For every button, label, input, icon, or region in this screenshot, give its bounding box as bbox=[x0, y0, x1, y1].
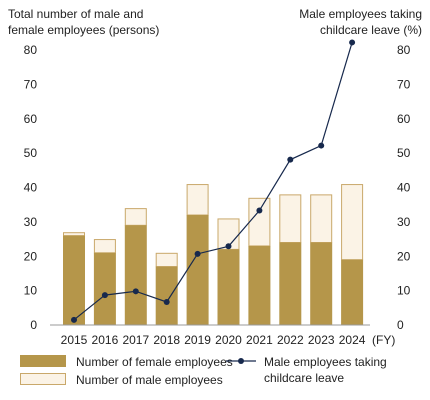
childcare-leave-line bbox=[71, 39, 356, 323]
right-axis-ticks: 0 10 20 30 40 50 60 70 80 bbox=[397, 43, 411, 332]
line-point-2020 bbox=[225, 243, 232, 250]
line-point-2018 bbox=[163, 298, 170, 305]
legend-item-childcare-line: Male employees taking childcare leave bbox=[226, 355, 387, 385]
legend-label-line-1: Male employees taking bbox=[264, 355, 387, 369]
line-point-2024 bbox=[349, 39, 356, 46]
legend-label-male: Number of male employees bbox=[76, 373, 223, 387]
bar-male-2019 bbox=[186, 184, 209, 216]
line-point-2016 bbox=[101, 292, 108, 299]
legend-label-line-2: childcare leave bbox=[264, 371, 344, 385]
right-axis-title: Male employees taking childcare leave (%… bbox=[299, 7, 422, 37]
legend-label-female: Number of female employees bbox=[76, 355, 233, 369]
x-tick-label-2016: 2016 bbox=[92, 333, 119, 347]
x-axis-unit: (FY) bbox=[372, 333, 395, 347]
legend-item-female: Number of female employees bbox=[20, 355, 233, 369]
bar-female-2016 bbox=[93, 252, 116, 325]
left-tick-label: 10 bbox=[24, 284, 38, 298]
bars bbox=[63, 184, 364, 325]
x-tick-label-2018: 2018 bbox=[153, 333, 180, 347]
bar-male-2015 bbox=[63, 232, 85, 237]
x-tick-label-2019: 2019 bbox=[184, 333, 211, 347]
bar-male-2022 bbox=[279, 194, 302, 243]
line-point-2019 bbox=[194, 250, 201, 257]
left-axis-title-line-2: female employees (persons) bbox=[8, 23, 159, 37]
right-tick-label: 40 bbox=[397, 181, 411, 195]
left-tick-label: 60 bbox=[24, 112, 38, 126]
bar-male-2023 bbox=[310, 194, 333, 243]
right-tick-label: 10 bbox=[397, 284, 411, 298]
line-point-2022 bbox=[287, 156, 294, 163]
x-axis-ticks: 2015 2016 2017 2018 2019 2020 2021 2022 2023 2024 bbox=[61, 333, 366, 347]
line-point-2015 bbox=[71, 316, 77, 323]
x-tick-label-2020: 2020 bbox=[215, 333, 242, 347]
left-axis-title: Total number of male and female employee… bbox=[8, 7, 159, 37]
x-tick-label-2024: 2024 bbox=[339, 333, 366, 347]
line-point-2021 bbox=[256, 207, 263, 214]
left-tick-label: 80 bbox=[24, 43, 38, 57]
x-tick-label-2023: 2023 bbox=[308, 333, 335, 347]
bar-male-2021 bbox=[248, 197, 271, 247]
legend: Number of female employees Number of mal… bbox=[20, 355, 387, 387]
line-point-2017 bbox=[132, 288, 139, 295]
left-tick-label: 40 bbox=[24, 181, 38, 195]
right-tick-label: 60 bbox=[397, 112, 411, 126]
right-axis-title-line-1: Male employees taking bbox=[299, 7, 422, 21]
x-tick-label-2015: 2015 bbox=[61, 333, 88, 347]
bar-female-2021 bbox=[248, 245, 271, 325]
left-tick-label: 20 bbox=[24, 249, 38, 263]
bar-male-2017 bbox=[124, 208, 147, 226]
x-tick-label-2022: 2022 bbox=[277, 333, 304, 347]
bar-female-2018 bbox=[155, 266, 178, 325]
bar-male-2024 bbox=[341, 184, 364, 261]
right-tick-label: 70 bbox=[397, 77, 411, 91]
bar-male-2018 bbox=[155, 252, 178, 268]
bar-female-2017 bbox=[124, 225, 147, 325]
bar-female-2020 bbox=[217, 249, 240, 325]
legend-swatch-female bbox=[20, 355, 66, 367]
bar-female-2019 bbox=[186, 215, 209, 325]
legend-item-male: Number of male employees bbox=[20, 373, 223, 387]
bar-female-2015 bbox=[63, 235, 85, 325]
left-axis-ticks: 0 10 20 30 40 50 60 70 80 bbox=[24, 43, 38, 332]
right-tick-label: 20 bbox=[397, 249, 411, 263]
bar-female-2022 bbox=[279, 242, 302, 325]
childcare-leave-polyline bbox=[73, 42, 353, 321]
right-tick-label: 50 bbox=[397, 146, 411, 160]
right-axis-title-line-2: childcare leave (%) bbox=[320, 23, 422, 37]
right-tick-label: 0 bbox=[397, 318, 404, 332]
left-tick-label: 30 bbox=[24, 215, 38, 229]
x-tick-label-2017: 2017 bbox=[122, 333, 149, 347]
bar-male-2016 bbox=[93, 239, 116, 254]
legend-line-marker bbox=[238, 358, 244, 364]
left-tick-label: 50 bbox=[24, 146, 38, 160]
right-tick-label: 30 bbox=[397, 215, 411, 229]
right-tick-label: 80 bbox=[397, 43, 411, 57]
x-tick-label-2021: 2021 bbox=[246, 333, 273, 347]
left-tick-label: 70 bbox=[24, 77, 38, 91]
left-tick-label: 0 bbox=[30, 318, 37, 332]
bar-female-2024 bbox=[341, 259, 364, 325]
left-axis-title-line-1: Total number of male and bbox=[8, 7, 143, 21]
legend-swatch-male bbox=[20, 373, 66, 385]
line-point-2023 bbox=[318, 142, 325, 149]
bar-female-2023 bbox=[310, 242, 333, 325]
